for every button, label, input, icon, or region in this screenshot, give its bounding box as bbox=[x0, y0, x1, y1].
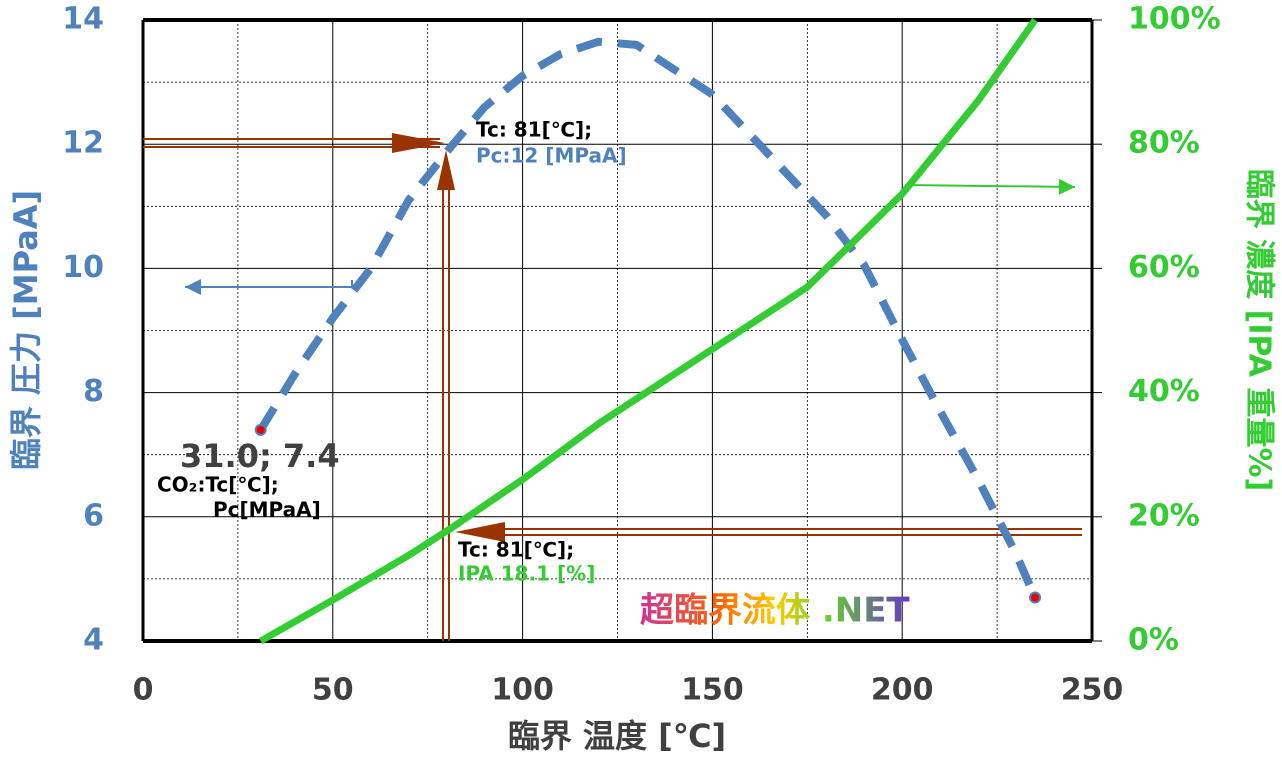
annotation: Pc[MPaA] bbox=[213, 498, 321, 522]
y-tick-label: 12 bbox=[62, 126, 104, 161]
y-tick-label: 10 bbox=[62, 250, 104, 285]
y2-tick-label: 40% bbox=[1128, 374, 1200, 409]
y-tick-label: 4 bbox=[83, 623, 104, 658]
y-tick-label: 14 bbox=[62, 2, 104, 37]
y2-tick-label: 80% bbox=[1128, 126, 1200, 161]
x-tick-label: 250 bbox=[1061, 673, 1124, 708]
series-line bbox=[258, 17, 1038, 645]
annotation: 超臨界流体 .NET bbox=[640, 591, 910, 631]
y2-axis-title: 臨界 濃度 [IPA 重量%] bbox=[1242, 169, 1277, 491]
x-tick-label: 150 bbox=[681, 673, 744, 708]
annotation: Tc: 81[℃]; bbox=[458, 538, 574, 562]
x-tick-label: 200 bbox=[871, 673, 934, 708]
endpoint-marker bbox=[254, 423, 267, 436]
x-tick-label: 50 bbox=[312, 673, 354, 708]
y-tick-label: 6 bbox=[83, 498, 104, 533]
series-line bbox=[257, 37, 1039, 600]
arrow-head bbox=[455, 522, 505, 542]
arrow-line bbox=[904, 178, 1076, 195]
annotation: IPA 18.1 [%] bbox=[458, 562, 595, 586]
y2-tick-label: 100% bbox=[1128, 2, 1221, 37]
y-axis-title: 臨界 圧力 [MPaA] bbox=[7, 190, 45, 470]
y2-tick-label: 0% bbox=[1128, 623, 1179, 658]
annotation: 31.0; 7.4 bbox=[180, 437, 340, 475]
endpoint-marker bbox=[1029, 591, 1042, 604]
arrow-head bbox=[392, 133, 445, 153]
arrow-head bbox=[437, 150, 455, 190]
y2-tick-label: 20% bbox=[1128, 498, 1200, 533]
x-tick-label: 0 bbox=[133, 673, 154, 708]
annotation: Pc:12 [MPaA] bbox=[476, 144, 627, 168]
annotation: CO₂:Tc[℃]; bbox=[157, 473, 279, 497]
x-axis-title: 臨界 温度 [℃] bbox=[508, 717, 726, 755]
y-tick-label: 8 bbox=[83, 374, 104, 409]
x-tick-label: 100 bbox=[491, 673, 554, 708]
arrow-line bbox=[185, 279, 353, 295]
y2-tick-label: 60% bbox=[1128, 250, 1200, 285]
annotation: Tc: 81[℃]; bbox=[476, 118, 592, 142]
